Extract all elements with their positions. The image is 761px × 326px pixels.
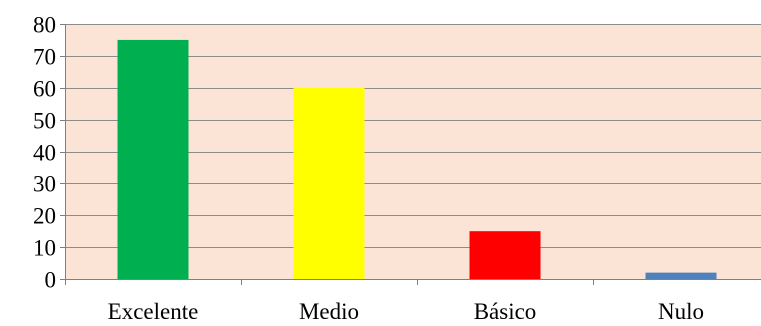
y-tick-label: 0 (45, 268, 57, 293)
bar-nulo (645, 272, 717, 279)
bar-excelente (117, 39, 189, 279)
y-tick-label: 10 (33, 236, 56, 261)
x-tick-label: Medio (299, 299, 359, 324)
bar-básico (469, 231, 541, 279)
y-tick-label: 40 (33, 141, 56, 166)
bars (117, 39, 717, 279)
y-tick-label: 30 (33, 172, 56, 197)
y-tick-label: 20 (33, 204, 56, 229)
y-tick-label: 60 (33, 77, 56, 102)
x-tick-label: Básico (474, 299, 537, 324)
bar-medio (293, 87, 365, 279)
x-axis-ticks: Excelente Medio Básico Nulo (108, 279, 704, 324)
y-tick-label: 80 (33, 13, 56, 38)
x-tick-label: Excelente (108, 299, 199, 324)
x-tick-label: Nulo (658, 299, 704, 324)
y-tick-label: 70 (33, 45, 56, 70)
y-tick-label: 50 (33, 109, 56, 134)
y-axis-ticks: 0 10 20 30 40 50 60 70 80 (33, 13, 65, 293)
